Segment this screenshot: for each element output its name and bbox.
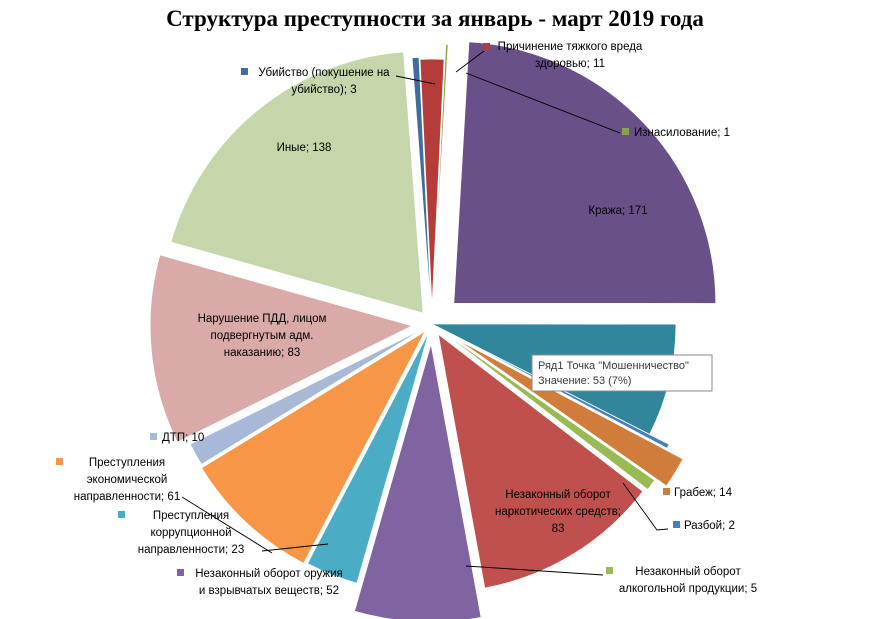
label-marker-2 (483, 43, 490, 50)
data-label-line: 83 (552, 523, 565, 535)
data-label-line: ДТП; 10 (162, 432, 204, 444)
label-marker-8 (606, 567, 613, 574)
data-label-line: коррупционной (150, 527, 231, 539)
data-label-4: Кража; 171 (588, 205, 647, 217)
data-label-line: Незаконный оборот (505, 489, 611, 501)
label-marker-3 (622, 128, 629, 135)
chart-title: Структура преступности за январь - март … (166, 6, 704, 31)
pie-slice-10[interactable] (353, 343, 482, 619)
label-marker-11 (118, 511, 125, 518)
data-label-line: Изнасилование; 1 (634, 127, 730, 139)
data-label-line: Причинение тяжкого вреда (498, 41, 643, 53)
label-marker-12 (56, 458, 63, 465)
data-label-line: Преступления (89, 457, 165, 469)
data-label-line: экономической (87, 474, 168, 486)
data-label-13: ДТП; 10 (162, 432, 204, 444)
data-label-line: подвергнутым адм. (211, 330, 314, 342)
pie-slice-7[interactable] (457, 339, 684, 487)
pie-slice-4[interactable] (453, 41, 717, 304)
label-marker-6 (673, 521, 680, 528)
data-label-12: Преступления экономической направленности;… (74, 457, 180, 503)
data-label-line: направленности; 23 (138, 544, 244, 556)
labels-layer: Убийство (покушение на убийство); 3 Причин… (56, 41, 757, 597)
data-label-2: Причинение тяжкого вреда здоровью; 11 (498, 41, 643, 70)
leader-line-11 (261, 543, 329, 552)
tooltip: Ряд1 Точка "Мошенничество" Значение: 53 … (531, 354, 713, 392)
data-label-7: Грабеж; 14 (674, 487, 733, 499)
data-label-line: наркотических средств; (495, 506, 621, 518)
tooltip-line-1: Ряд1 Точка "Мошенничество" (538, 360, 689, 372)
pie-slice-1[interactable] (411, 56, 433, 320)
leader-line-3 (465, 72, 621, 134)
tooltip-box (531, 354, 713, 392)
pie-slice-8[interactable] (439, 329, 656, 491)
pie-slice-9[interactable] (437, 333, 644, 589)
data-label-11: Преступления коррупционной направленности;… (138, 510, 244, 556)
pie-slice-13[interactable] (189, 327, 426, 466)
data-label-10: Незаконный оборот оружия и взрывчатых вещ… (195, 568, 343, 597)
data-label-3: Изнасилование; 1 (634, 127, 730, 139)
data-label-line: алкогольной продукции; 5 (619, 583, 757, 595)
data-label-line: наказанию; 83 (224, 347, 301, 359)
data-label-line: Преступления (153, 510, 229, 522)
pie-slice-14[interactable] (149, 254, 414, 443)
label-marker-1 (241, 68, 248, 75)
data-label-line: направленности; 61 (74, 491, 180, 503)
data-label-line: Кража; 171 (588, 205, 647, 217)
data-label-line: Разбой; 2 (684, 520, 735, 532)
leader-line-6 (622, 482, 669, 531)
pie-slice-11[interactable] (306, 331, 430, 584)
pie-slice-3[interactable] (432, 43, 449, 307)
data-label-line: Грабеж; 14 (674, 487, 733, 499)
data-label-line: здоровью; 11 (535, 58, 605, 70)
data-label-15: Иные; 138 (277, 142, 332, 154)
data-label-line: и взрывчатых веществ; 52 (199, 585, 339, 597)
data-label-line: Незаконный оборот оружия (195, 568, 343, 580)
data-label-6: Разбой; 2 (684, 520, 735, 532)
leader-line-8 (465, 565, 604, 576)
label-marker-7 (663, 488, 670, 495)
data-label-line: Незаконный оборот (635, 566, 741, 578)
leader-lines (181, 50, 669, 576)
leader-line-12 (181, 496, 273, 554)
data-label-1: Убийство (покушение на убийство); 3 (258, 67, 390, 96)
tooltip-line-2: Значение: 53 (7%) (538, 375, 631, 387)
data-label-line: Убийство (покушение на (258, 67, 390, 79)
leader-line-1 (395, 75, 436, 85)
data-label-line: убийство); 3 (291, 84, 356, 96)
slices-layer (149, 41, 717, 619)
label-marker-13 (150, 433, 157, 440)
pie-slice-2[interactable] (419, 58, 445, 308)
pie-slice-15[interactable] (170, 51, 424, 314)
data-label-9: Незаконный оборот наркотических средств; 8… (495, 489, 621, 535)
data-label-line: Иные; 138 (277, 142, 332, 154)
data-label-14: Нарушение ПДД, лицом подвергнутым адм. нак… (198, 313, 327, 359)
data-label-line: Нарушение ПДД, лицом (198, 313, 327, 325)
leader-line-2 (455, 50, 485, 73)
pie-slice-12[interactable] (201, 330, 427, 564)
data-label-8: Незаконный оборот алкогольной продукции; … (619, 566, 757, 595)
label-marker-10 (177, 569, 184, 576)
